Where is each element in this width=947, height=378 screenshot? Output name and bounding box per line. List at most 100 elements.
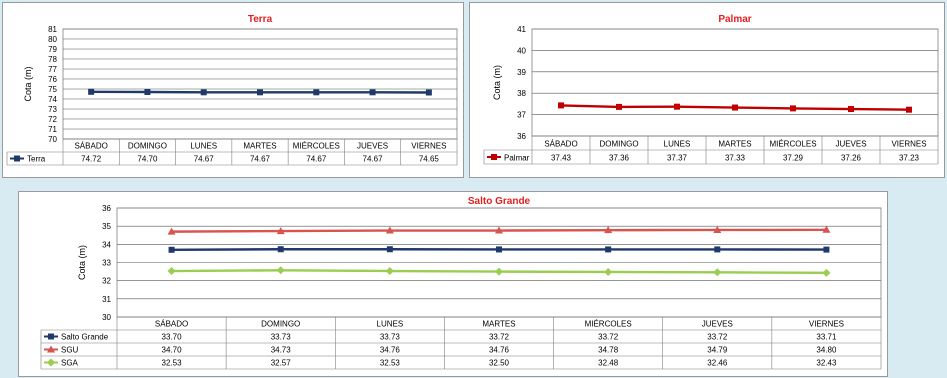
- palmar-category-label: VIERNES: [891, 140, 926, 149]
- palmar-data-label: 37.26: [841, 154, 862, 163]
- salto-grande-data-point: [168, 246, 175, 253]
- salto-grande-data-point: [496, 246, 502, 253]
- terra-category-label: SÁBADO: [74, 142, 107, 151]
- sga-data-point: [822, 268, 831, 277]
- terra-data-label: 74.67: [194, 155, 215, 164]
- palmar-legend-marker: [491, 154, 497, 160]
- palmar-legend-label: Palmar: [504, 154, 530, 163]
- terra-data-point: [200, 89, 207, 96]
- salto-grande-y-axis-label: Cota (m): [77, 245, 87, 280]
- terra-y-tick-label: 74: [48, 95, 57, 104]
- terra-y-tick-label: 75: [48, 85, 57, 94]
- sga-data-label: 32.53: [162, 359, 183, 368]
- palmar-plot-area: [531, 28, 939, 137]
- sga-data-label: 32.48: [598, 359, 619, 368]
- terra-plot-area: [62, 28, 458, 140]
- terra-data-label: 74.70: [137, 155, 158, 164]
- sga-data-label: 32.50: [489, 359, 510, 368]
- palmar-chart-title: Palmar: [718, 14, 751, 25]
- salto-grande-data-label: 33.70: [162, 333, 183, 342]
- sga-data-label: 32.53: [380, 359, 401, 368]
- sgu-data-point: [604, 226, 613, 234]
- terra-y-tick-label: 73: [48, 105, 57, 114]
- palmar-y-tick-label: 36: [517, 132, 526, 141]
- salto-grande-chart-title: Salto Grande: [468, 196, 531, 207]
- palmar-y-tick-label: 41: [517, 25, 526, 34]
- salto-grande-y-tick-label: 32: [102, 277, 111, 286]
- terra-legend-marker: [14, 155, 20, 162]
- sgu-data-label: 34.80: [816, 346, 837, 355]
- salto-grande-y-tick-label: 35: [102, 222, 111, 231]
- terra-y-tick-label: 80: [48, 35, 57, 44]
- terra-data-point: [88, 88, 95, 95]
- terra-y-tick-label: 77: [48, 65, 57, 74]
- terra-data-point: [425, 89, 432, 96]
- terra-y-tick-label: 70: [48, 135, 57, 144]
- sga-data-point: [713, 268, 722, 277]
- terra-chart-panel: Terra Cota (m) 70 71 72 73 74 75 76 77 78 79 80 81 SÁB…: [2, 2, 464, 178]
- palmar-data-point: [674, 103, 680, 110]
- salto-grande-data-label: 33.73: [380, 333, 401, 342]
- sga-data-label: 32.43: [816, 359, 837, 368]
- salto-grande-data-label: 33.72: [489, 333, 510, 342]
- terra-data-point: [257, 89, 263, 96]
- salto-grande-chart-panel: Salto Grande Cota (m) 30 31 32 33 34 35 36 SÁBADO…: [18, 191, 888, 377]
- palmar-data-point: [732, 104, 738, 111]
- palmar-data-label: 37.23: [899, 154, 920, 163]
- sga-data-label: 32.46: [707, 359, 728, 368]
- palmar-data-label: 37.29: [783, 154, 804, 163]
- palmar-data-label: 37.43: [551, 154, 572, 163]
- sga-data-point: [495, 267, 503, 276]
- sga-data-point: [167, 267, 176, 276]
- sga-data-label: 32.57: [271, 359, 292, 368]
- salto-grande-category-label: MARTES: [482, 320, 515, 329]
- terra-y-tick-label: 79: [48, 45, 57, 54]
- palmar-category-label: DOMINGO: [599, 140, 638, 149]
- terra-y-axis-label: Cota (m): [23, 66, 33, 101]
- sga-data-point: [385, 267, 394, 276]
- salto-grande-data-label: 33.72: [707, 333, 728, 342]
- sgu-data-point: [822, 225, 831, 233]
- sgu-data-point: [276, 227, 285, 235]
- terra-category-label: MARTES: [243, 142, 276, 151]
- palmar-y-tick-label: 38: [517, 89, 526, 98]
- sgu-data-label: 34.79: [707, 346, 728, 355]
- palmar-chart: Palmar Cota (m) 36 37 38 39 40 41 SÁBADO DOMINGO L…: [483, 14, 939, 165]
- sgu-data-label: 34.76: [489, 346, 510, 355]
- sgu-data-label: 34.70: [162, 346, 183, 355]
- salto-grande-category-label: VIERNES: [809, 320, 844, 329]
- salto-grande-y-tick-label: 36: [102, 204, 111, 213]
- sga-data-point: [276, 266, 285, 275]
- salto-grande-data-point: [605, 246, 612, 253]
- salto-grande-category-label: JUEVES: [702, 320, 733, 329]
- sgu-data-label: 34.76: [380, 346, 401, 355]
- sgu-data-point: [495, 226, 503, 234]
- palmar-category-label: MIÉRCOLES: [769, 140, 816, 149]
- terra-y-tick-label: 72: [48, 115, 57, 124]
- palmar-y-tick-label: 37: [517, 111, 526, 120]
- palmar-data-label: 37.36: [609, 154, 630, 163]
- terra-category-label: DOMINGO: [128, 142, 167, 151]
- palmar-data-point: [848, 106, 854, 113]
- salto-grande-data-point: [714, 246, 721, 253]
- terra-legend-label: Terra: [27, 155, 46, 164]
- terra-category-label: VIERNES: [411, 142, 446, 151]
- terra-y-tick-label: 76: [48, 75, 57, 84]
- terra-y-tick-label: 81: [48, 25, 57, 34]
- terra-data-label: 74.67: [250, 155, 271, 164]
- palmar-y-axis-label: Cota (m): [492, 65, 502, 100]
- terra-data-point: [369, 89, 376, 96]
- terra-category-label: JUEVES: [357, 142, 388, 151]
- sgu-data-point: [167, 227, 176, 235]
- palmar-data-point: [790, 105, 796, 112]
- terra-category-label: MIÉRCOLES: [293, 142, 340, 151]
- palmar-data-point: [616, 103, 622, 110]
- palmar-category-label: SÁBADO: [544, 140, 577, 149]
- salto-grande-data-point: [277, 246, 284, 253]
- terra-data-label: 74.67: [306, 155, 327, 164]
- palmar-y-tick-label: 39: [517, 68, 526, 77]
- terra-y-tick-label: 78: [48, 55, 57, 64]
- palmar-data-label: 37.33: [725, 154, 746, 163]
- palmar-data-point: [558, 102, 564, 109]
- salto-grande-legend-label: Salto Grande: [61, 333, 109, 342]
